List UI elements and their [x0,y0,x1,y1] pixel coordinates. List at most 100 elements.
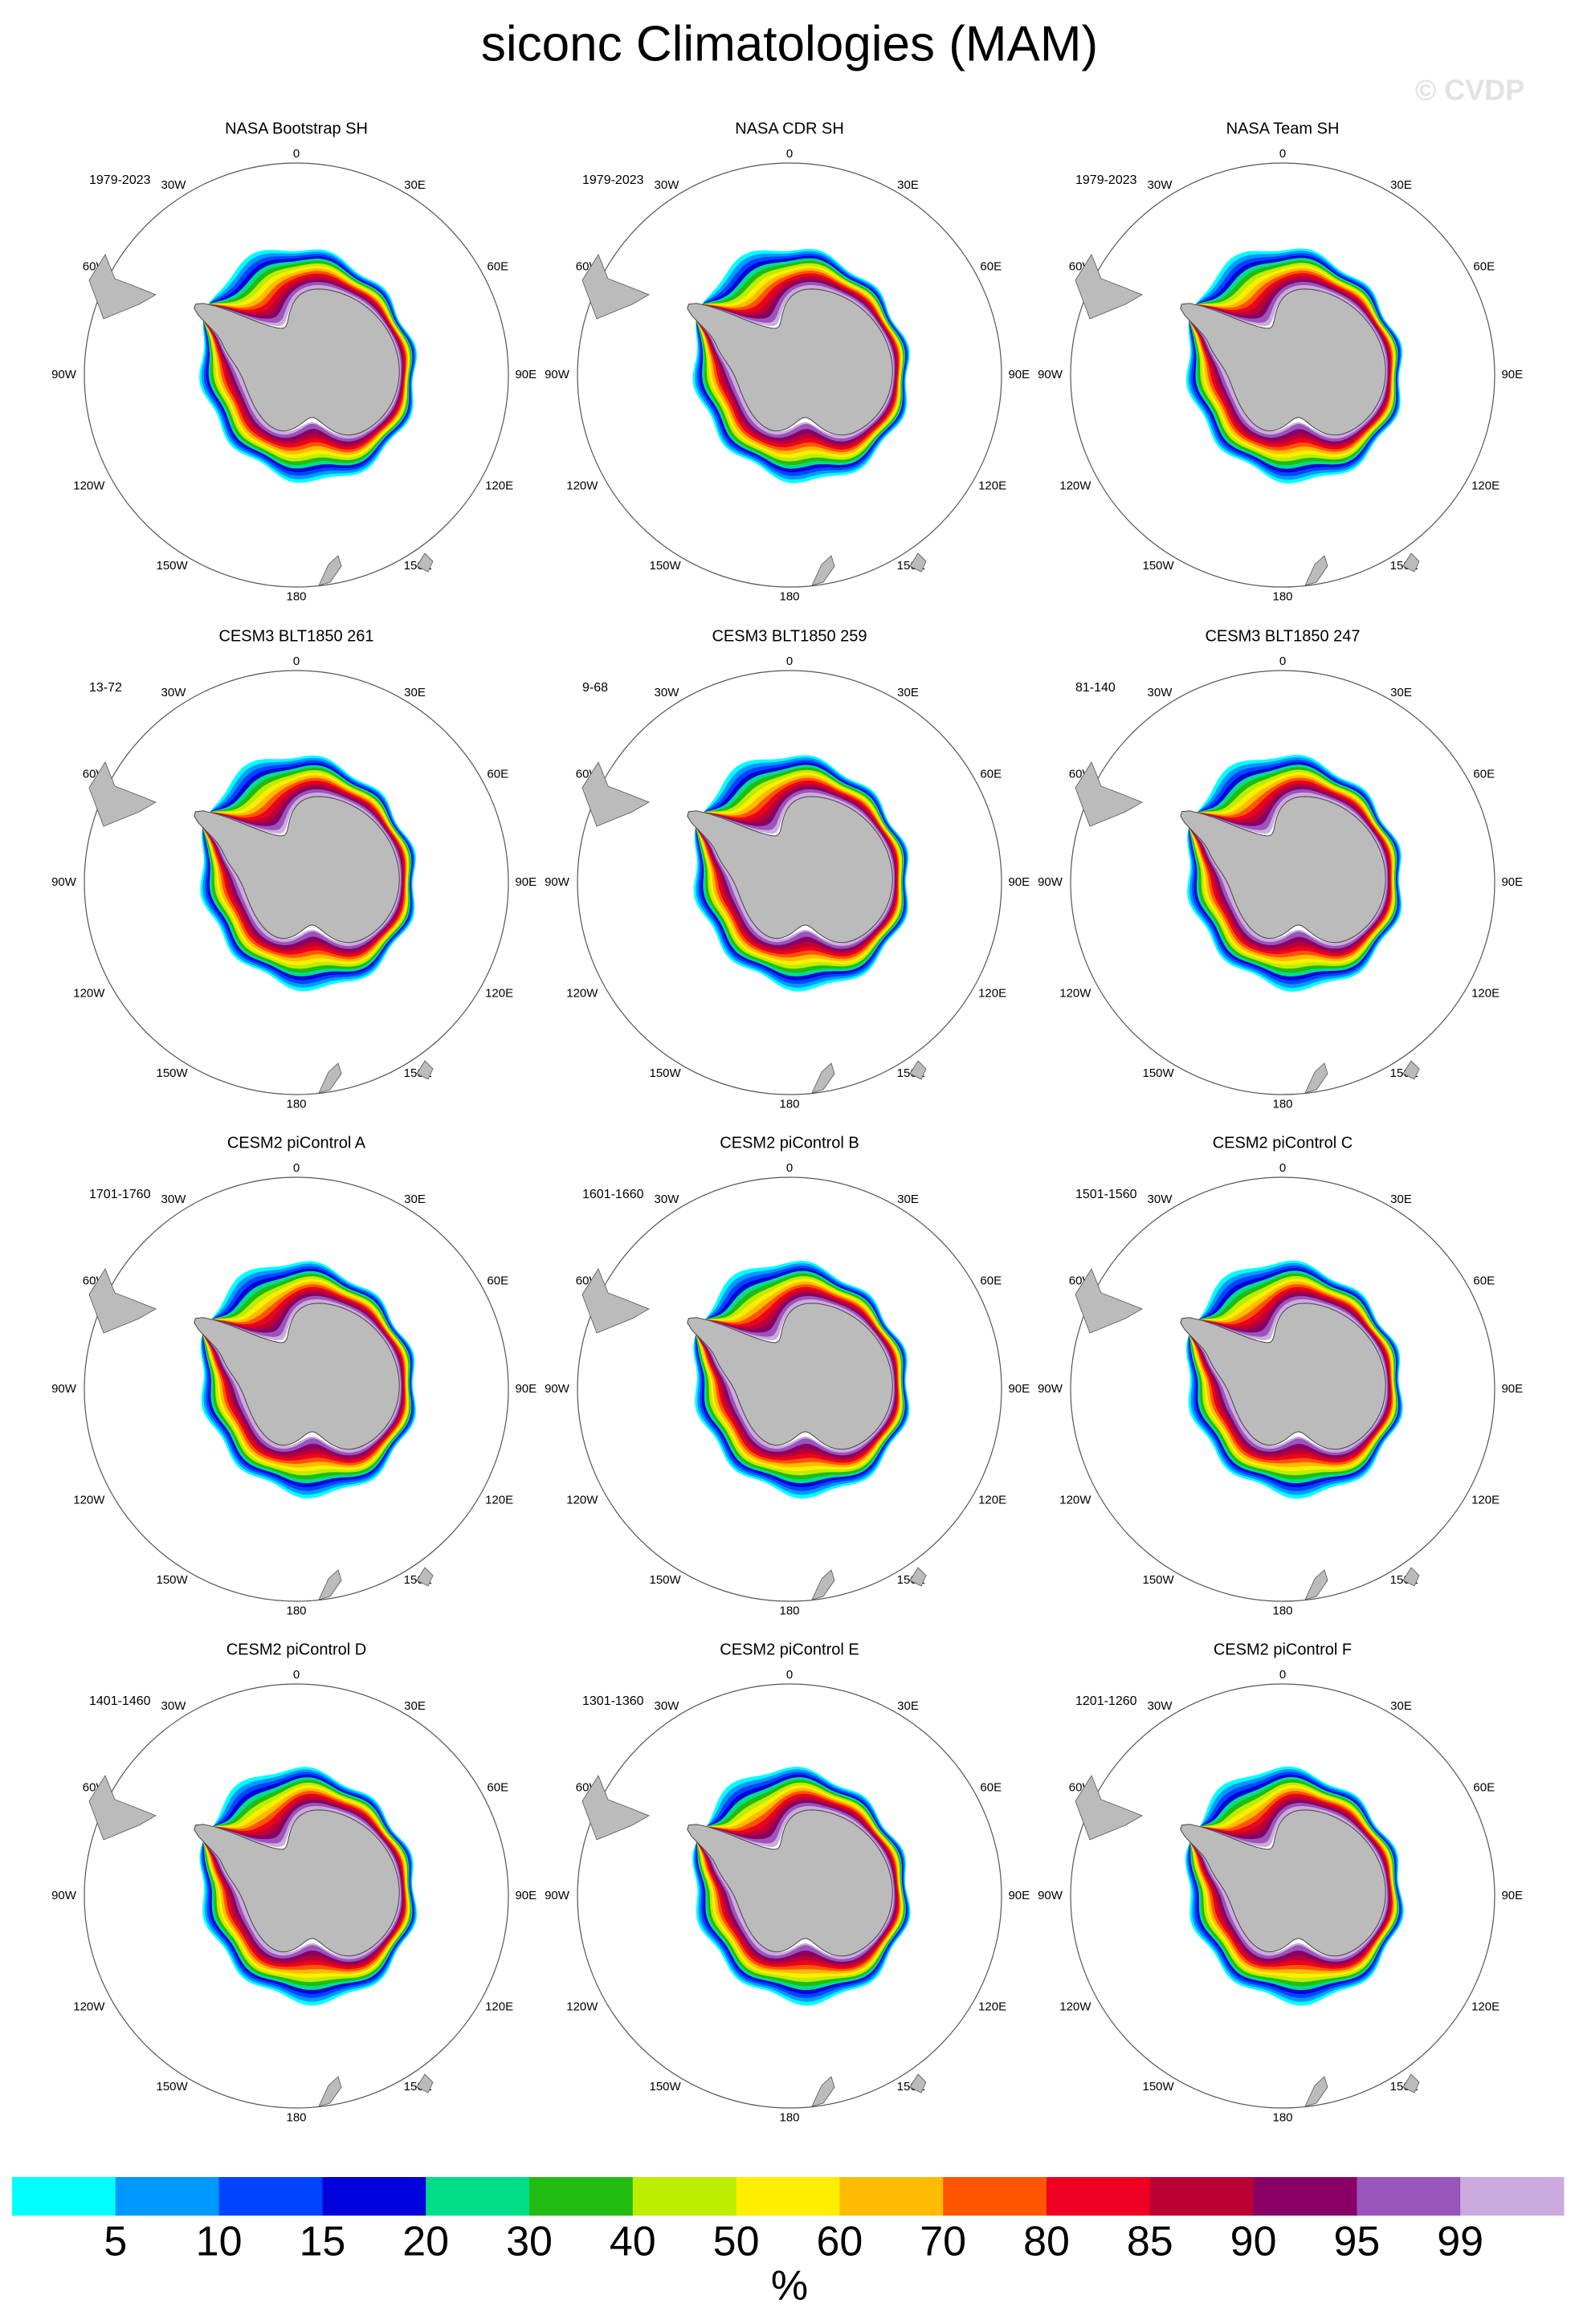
colorbar-label: 15 [299,2219,345,2265]
longitude-label: 120W [73,1493,105,1507]
longitude-label: 90W [1038,368,1063,381]
longitude-label: 30E [404,1699,426,1713]
longitude-label: 150W [157,1066,189,1080]
longitude-label: 120E [1471,986,1499,1000]
longitude-label: 0 [1279,654,1286,668]
longitude-label: 60E [980,767,1002,781]
longitude-label: 150W [157,2080,189,2094]
longitude-label: 120W [1059,986,1091,1000]
colorbar-box [426,2177,530,2216]
longitude-label: 120E [485,479,513,492]
longitude-label: 30E [897,178,919,192]
panel-period: 1701-1760 [89,1188,151,1201]
longitude-label: 150W [1143,1066,1175,1080]
longitude-label: 180 [779,1604,799,1618]
longitude-label: 90E [515,1889,537,1902]
longitude-label: 30E [404,178,426,192]
south-america [581,761,650,827]
colorbar-label: 20 [402,2219,449,2265]
longitude-label: 30E [897,686,919,699]
longitude-label: 60E [1473,259,1495,273]
longitude-label: 0 [1279,1668,1286,1682]
longitude-label: 60E [487,1780,508,1794]
new-zealand [416,552,434,573]
new-zealand [318,555,342,586]
longitude-label: 30E [897,1699,919,1713]
longitude-label: 30E [404,1193,426,1206]
longitude-label: 180 [779,2111,799,2125]
colorbar-box [1357,2177,1461,2216]
map-boundary [577,1683,1002,2109]
new-zealand [811,1569,835,1600]
longitude-label: 120W [1059,1493,1091,1507]
longitude-label: 60E [980,1780,1002,1794]
longitude-label: 120E [1471,1493,1499,1507]
panel-period: 1601-1660 [582,1188,644,1201]
longitude-label: 30E [1390,686,1412,699]
new-zealand [909,2073,927,2094]
new-zealand [1402,1060,1420,1080]
watermark: © CVDP [1415,74,1525,107]
longitude-label: 90E [515,875,537,889]
map-boundary [577,1176,1002,1602]
south-america [88,254,157,320]
new-zealand [318,1569,342,1600]
south-america [88,1775,157,1841]
map-panel: CESM2 piControl E 1301-1360 0 30E 60E 90E 120E… [545,1641,1030,2124]
south-america [1075,254,1143,320]
panel-period: 9-68 [582,681,608,695]
longitude-label: 180 [1272,1098,1292,1111]
new-zealand [1304,1062,1328,1094]
antarctica [1180,1809,1386,1957]
panel-title: CESM2 piControl C [1213,1134,1353,1152]
panel-title: CESM3 BLT1850 247 [1205,627,1360,645]
panel-period: 1501-1560 [1075,1188,1137,1201]
longitude-label: 180 [286,2111,306,2125]
colorbar-box [1149,2177,1255,2216]
longitude-label: 90W [1038,1382,1063,1396]
longitude-label: 120W [73,2000,105,2013]
panel-title: CESM3 BLT1850 259 [712,627,867,645]
panel-title: NASA CDR SH [735,120,844,137]
longitude-label: 120E [978,2000,1006,2013]
panel-title: CESM3 BLT1850 261 [218,627,373,645]
new-zealand [416,1567,434,1587]
antarctica [194,1809,400,1957]
colorbar-box [632,2177,737,2216]
colorbar-label: 50 [713,2219,760,2265]
longitude-label: 150W [650,2080,682,2094]
longitude-label: 30W [1148,686,1173,699]
panel-title: NASA Bootstrap SH [225,120,368,137]
longitude-label: 120E [1471,479,1499,492]
map-boundary [1070,670,1495,1095]
panel-title: CESM2 piControl A [227,1134,366,1152]
longitude-label: 30W [161,1193,187,1206]
longitude-label: 0 [1279,1161,1286,1175]
colorbar-box [1047,2177,1151,2216]
antarctica [1180,288,1386,436]
longitude-label: 90W [51,875,77,889]
colorbar-label: 95 [1333,2219,1380,2265]
antarctica [194,288,400,436]
longitude-label: 60E [1473,1780,1495,1794]
longitude-label: 0 [786,1161,793,1175]
map-panel: NASA CDR SH1979-2023030E60E90E120E150E18… [545,120,1030,603]
longitude-label: 150W [157,559,189,573]
colorbar-label: 99 [1437,2219,1483,2265]
colorbar-box [1253,2177,1357,2216]
south-america [1075,1775,1143,1841]
longitude-label: 30W [655,1193,680,1206]
map-boundary [84,670,509,1095]
longitude-label: 120E [978,986,1006,1000]
longitude-label: 30W [1148,1699,1173,1713]
new-zealand [416,1060,434,1080]
new-zealand [318,1062,342,1094]
map-boundary [84,162,509,588]
map-panel: CESM3 BLT1850 2599-68030E60E90E120E150E1… [545,627,1030,1111]
longitude-label: 30E [1390,178,1412,192]
longitude-label: 60E [487,259,508,273]
longitude-label: 30E [1390,1699,1412,1713]
longitude-label: 90W [1038,1889,1063,1902]
longitude-label: 150W [1143,2080,1175,2094]
colorbar-box [322,2177,426,2216]
